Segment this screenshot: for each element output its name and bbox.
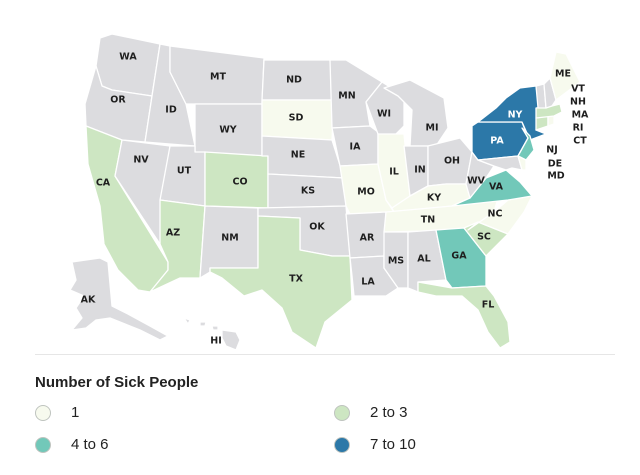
legend-swatch-2-to-3 [334,404,350,421]
state-label-NH: NH [570,97,586,108]
state-label-IA: IA [350,142,362,153]
legend-item-4-to-6: 4 to 6 [35,436,109,453]
state-label-OK: OK [309,222,325,233]
us-choropleth-map: WA OR CA ID NV MT WY UT AZ CO NM ND SD N… [69,33,589,351]
state-label-AZ: AZ [166,228,180,239]
state-label-VT: VT [571,84,585,95]
state-DE[interactable] [517,155,527,171]
state-label-TX: TX [289,274,303,285]
state-label-NE: NE [291,150,305,161]
legend-item-7-to-10: 7 to 10 [334,436,416,453]
state-TX[interactable] [209,215,353,349]
legend-swatch-1 [35,404,51,421]
state-NC[interactable] [467,195,533,235]
state-label-MA: MA [572,110,589,121]
state-label-SC: SC [477,232,491,243]
state-label-OH: OH [444,156,460,167]
state-label-PA: PA [490,136,504,147]
state-label-TN: TN [421,215,435,226]
state-label-GA: GA [451,251,467,262]
state-label-NJ: NJ [546,145,558,156]
state-label-MS: MS [388,256,404,267]
state-label-NV: NV [133,155,149,166]
state-label-WI: WI [377,109,391,120]
state-label-UT: UT [177,166,192,177]
state-label-RI: RI [573,123,584,134]
legend-item-1: 1 [35,404,79,421]
legend-swatch-7-to-10 [334,436,350,453]
state-label-NY: NY [508,110,523,121]
divider [35,354,615,355]
state-label-ND: ND [286,75,302,86]
legend-title: Number of Sick People [35,374,199,391]
legend-swatch-4-to-6 [35,436,51,453]
state-label-MT: MT [210,72,226,83]
legend-label-1: 1 [71,404,80,421]
state-label-MI: MI [426,123,439,134]
legend-item-2-to-3: 2 to 3 [334,404,408,421]
state-label-CA: CA [96,178,111,189]
state-RI[interactable] [547,115,555,127]
state-WA[interactable] [95,33,161,97]
legend-label-4-to-6: 4 to 6 [71,436,109,453]
legend-label-7-to-10: 7 to 10 [370,436,416,453]
state-label-ME: ME [555,69,571,80]
state-NH[interactable] [543,77,557,109]
state-label-SD: SD [289,113,304,124]
state-label-CT: CT [573,136,587,147]
state-label-DE: DE [548,159,562,170]
state-label-FL: FL [482,300,495,311]
state-label-WV: WV [467,176,485,187]
state-label-LA: LA [361,277,375,288]
state-label-VA: VA [489,182,504,193]
state-label-ID: ID [165,105,177,116]
state-label-AL: AL [417,254,430,265]
state-label-OR: OR [110,95,126,106]
state-FL[interactable] [417,281,511,349]
state-MS[interactable] [383,231,409,289]
state-label-IN: IN [414,165,426,176]
state-label-IL: IL [389,167,399,178]
state-label-MO: MO [357,187,375,198]
state-label-HI: HI [210,336,222,347]
state-label-MN: MN [338,91,355,102]
state-label-NM: NM [221,233,238,244]
state-label-CO: CO [232,177,247,188]
state-label-AK: AK [81,295,96,306]
state-label-MD: MD [547,171,564,182]
state-HI[interactable] [183,317,241,351]
legend-label-2-to-3: 2 to 3 [370,404,408,421]
state-label-NC: NC [488,209,503,220]
state-AK[interactable] [69,257,169,341]
state-ME[interactable] [549,51,581,101]
state-label-WY: WY [219,125,236,136]
state-label-KY: KY [427,193,441,204]
state-label-WA: WA [119,52,137,63]
state-label-AR: AR [360,233,375,244]
state-label-KS: KS [301,186,315,197]
